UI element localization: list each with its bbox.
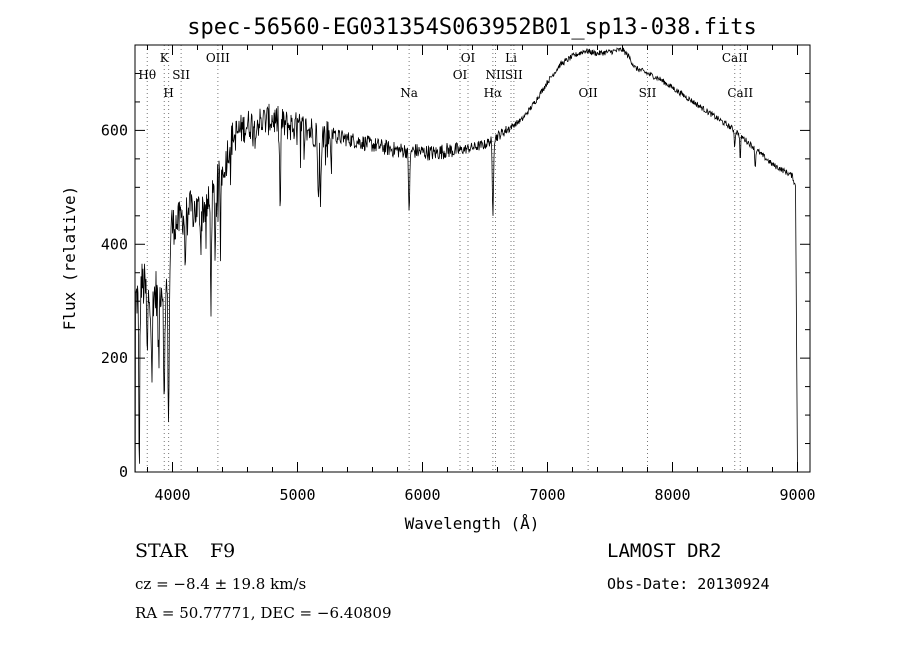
y-axis-label: Flux (relative)	[60, 186, 79, 331]
marker-label-6: OI	[453, 68, 468, 82]
marker-label-5: Na	[400, 86, 418, 100]
subclass: F9	[210, 540, 236, 562]
y-tick-label: 0	[119, 463, 128, 481]
marker-label-3: SII	[172, 68, 190, 82]
marker-label-0: Hθ	[138, 68, 156, 82]
marker-label-1: K	[160, 51, 170, 65]
x-tick-label: 6000	[404, 486, 440, 504]
x-axis-label: Wavelength (Å)	[405, 514, 540, 533]
observation-date: Obs-Date: 20130924	[607, 575, 770, 593]
marker-label-7: OI	[461, 51, 476, 65]
survey-name: LAMOST DR2	[607, 540, 722, 562]
object-class: STAR	[135, 540, 188, 562]
marker-label-13: SII	[639, 86, 657, 100]
plot-frame	[134, 44, 811, 473]
marker-label-8: Hα	[484, 86, 503, 100]
x-tick-label: 5000	[279, 486, 315, 504]
x-tick-label: 7000	[529, 486, 565, 504]
marker-label-15: CaII	[727, 86, 753, 100]
axes: 4000 5000 6000 7000 8000 9000 0 200 400 600	[101, 44, 816, 504]
x-tick-label: 9000	[779, 486, 815, 504]
redshift-readout: cz = −8.4 ± 19.8 km/s	[135, 575, 307, 593]
marker-label-12: OII	[578, 86, 598, 100]
coordinates-readout: RA = 50.77771, DEC = −6.40809	[135, 604, 392, 622]
line-markers: Hθ K H SII OIII Na OI OI Hα NII Li SII OII SII CaII CaI…	[138, 45, 753, 472]
marker-label-2: H	[163, 86, 173, 100]
spectrum-line	[134, 47, 798, 473]
x-tick-label: 4000	[154, 486, 190, 504]
y-tick-label: 400	[101, 235, 128, 253]
chart-title: spec-56560-EG031354S063952B01_sp13-038.f…	[187, 15, 757, 40]
marker-label-9: NII	[486, 68, 506, 82]
marker-label-14: CaII	[722, 51, 748, 65]
x-tick-label: 8000	[654, 486, 690, 504]
marker-label-11: SII	[505, 68, 523, 82]
y-tick-label: 600	[101, 121, 128, 139]
marker-label-4: OIII	[206, 51, 230, 65]
y-tick-label: 200	[101, 349, 128, 367]
marker-label-10: Li	[505, 51, 517, 65]
